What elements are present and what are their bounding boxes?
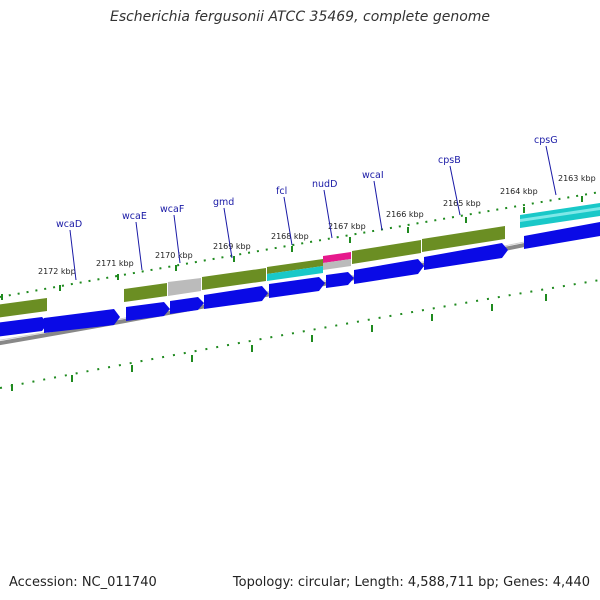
- gene-label-cpsB[interactable]: cpsB: [438, 155, 461, 166]
- gene-label-wcaI[interactable]: wcaI: [362, 170, 384, 181]
- misc-feature-cpsG-light: [520, 207, 600, 222]
- gene-feature-cpsB[interactable]: [422, 226, 505, 252]
- accession-info: Accession: NC_011740: [9, 575, 157, 590]
- gene-label-nudD[interactable]: nudD: [312, 179, 337, 190]
- cds-arrow[interactable]: [0, 317, 48, 337]
- gene-feature[interactable]: [0, 298, 47, 318]
- kbp-label-2163: 2163 kbp: [558, 174, 596, 183]
- topology-info: Topology: circular; Length: 4,588,711 bp…: [232, 575, 590, 590]
- cds-track: [0, 222, 600, 337]
- cds-arrow-wcaD[interactable]: [44, 309, 120, 333]
- kbp-label-2167: 2167 kbp: [328, 222, 366, 231]
- gene-label-wcaF[interactable]: wcaF: [160, 204, 184, 215]
- gene-label-gmd[interactable]: gmd: [213, 197, 234, 208]
- gene-label-fcl[interactable]: fcl: [276, 186, 287, 197]
- gene-feature-fcl[interactable]: [267, 259, 323, 274]
- gene-feature-wcaE[interactable]: [124, 283, 167, 302]
- pseudo-feature-wcaF[interactable]: [168, 278, 201, 296]
- kbp-label-2169: 2169 kbp: [213, 242, 251, 251]
- cds-arrow-cpsG[interactable]: [524, 222, 600, 249]
- kbp-label-2170: 2170 kbp: [155, 251, 193, 260]
- cds-arrow-wcaF[interactable]: [170, 297, 204, 314]
- gene-label-wcaD[interactable]: wcaD: [56, 219, 82, 230]
- kbp-label-2171: 2171 kbp: [96, 259, 134, 268]
- gene-feature-gmd[interactable]: [202, 268, 266, 290]
- cds-arrow-cpsB[interactable]: [424, 243, 508, 270]
- outer-tick-ring: [0, 191, 600, 298]
- misc-feature-fcl[interactable]: [267, 266, 323, 281]
- kbp-label-2172: 2172 kbp: [38, 267, 76, 276]
- inner-major-ticks: [11, 294, 547, 391]
- label-leaders: [69, 145, 557, 281]
- cds-arrow-fcl[interactable]: [269, 277, 325, 298]
- cds-arrow-wcaI[interactable]: [354, 259, 424, 284]
- kbp-label-2166: 2166 kbp: [386, 210, 424, 219]
- cds-arrow-wcaE[interactable]: [126, 302, 170, 321]
- major-ticks: [1, 196, 583, 300]
- inner-tick-ring: [0, 279, 600, 389]
- gene-label-cpsG[interactable]: cpsG: [534, 135, 558, 146]
- map-title: Escherichia fergusonii ATCC 35469, compl…: [109, 9, 491, 25]
- cds-arrow-gmd[interactable]: [204, 286, 268, 309]
- pseudo-feature-nudD[interactable]: [323, 259, 351, 270]
- cds-arrow-nudD[interactable]: [326, 272, 354, 288]
- gene-feature-wcaI[interactable]: [352, 240, 421, 264]
- kbp-label-2164: 2164 kbp: [500, 187, 538, 196]
- kbp-label-2168: 2168 kbp: [271, 232, 309, 241]
- highlight-feature-nudD[interactable]: [323, 252, 351, 263]
- gene-label-wcaE[interactable]: wcaE: [122, 211, 147, 222]
- kbp-label-2165: 2165 kbp: [443, 199, 481, 208]
- gene-track: [0, 203, 600, 318]
